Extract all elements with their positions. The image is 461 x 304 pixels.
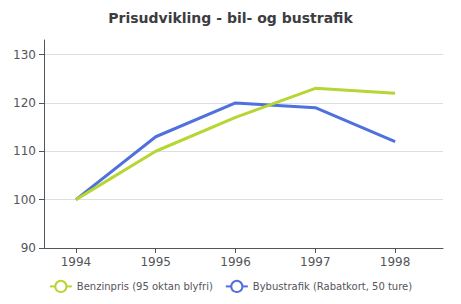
svg-text:1994: 1994 <box>61 255 92 269</box>
svg-text:130: 130 <box>13 48 36 62</box>
svg-text:1997: 1997 <box>300 255 331 269</box>
svg-text:90: 90 <box>21 241 36 255</box>
svg-text:1995: 1995 <box>140 255 171 269</box>
svg-text:1996: 1996 <box>220 255 251 269</box>
svg-text:110: 110 <box>13 144 36 158</box>
svg-text:100: 100 <box>13 193 36 207</box>
svg-text:120: 120 <box>13 96 36 110</box>
svg-text:1998: 1998 <box>380 255 411 269</box>
svg-text:Benzinpris (95 oktan blyfri): Benzinpris (95 oktan blyfri) <box>77 281 213 292</box>
svg-text:Bybustrafik (Rabatkort, 50 tur: Bybustrafik (Rabatkort, 50 ture) <box>253 281 412 292</box>
svg-text:Prisudvikling - bil- og bustra: Prisudvikling - bil- og bustrafik <box>108 10 353 26</box>
